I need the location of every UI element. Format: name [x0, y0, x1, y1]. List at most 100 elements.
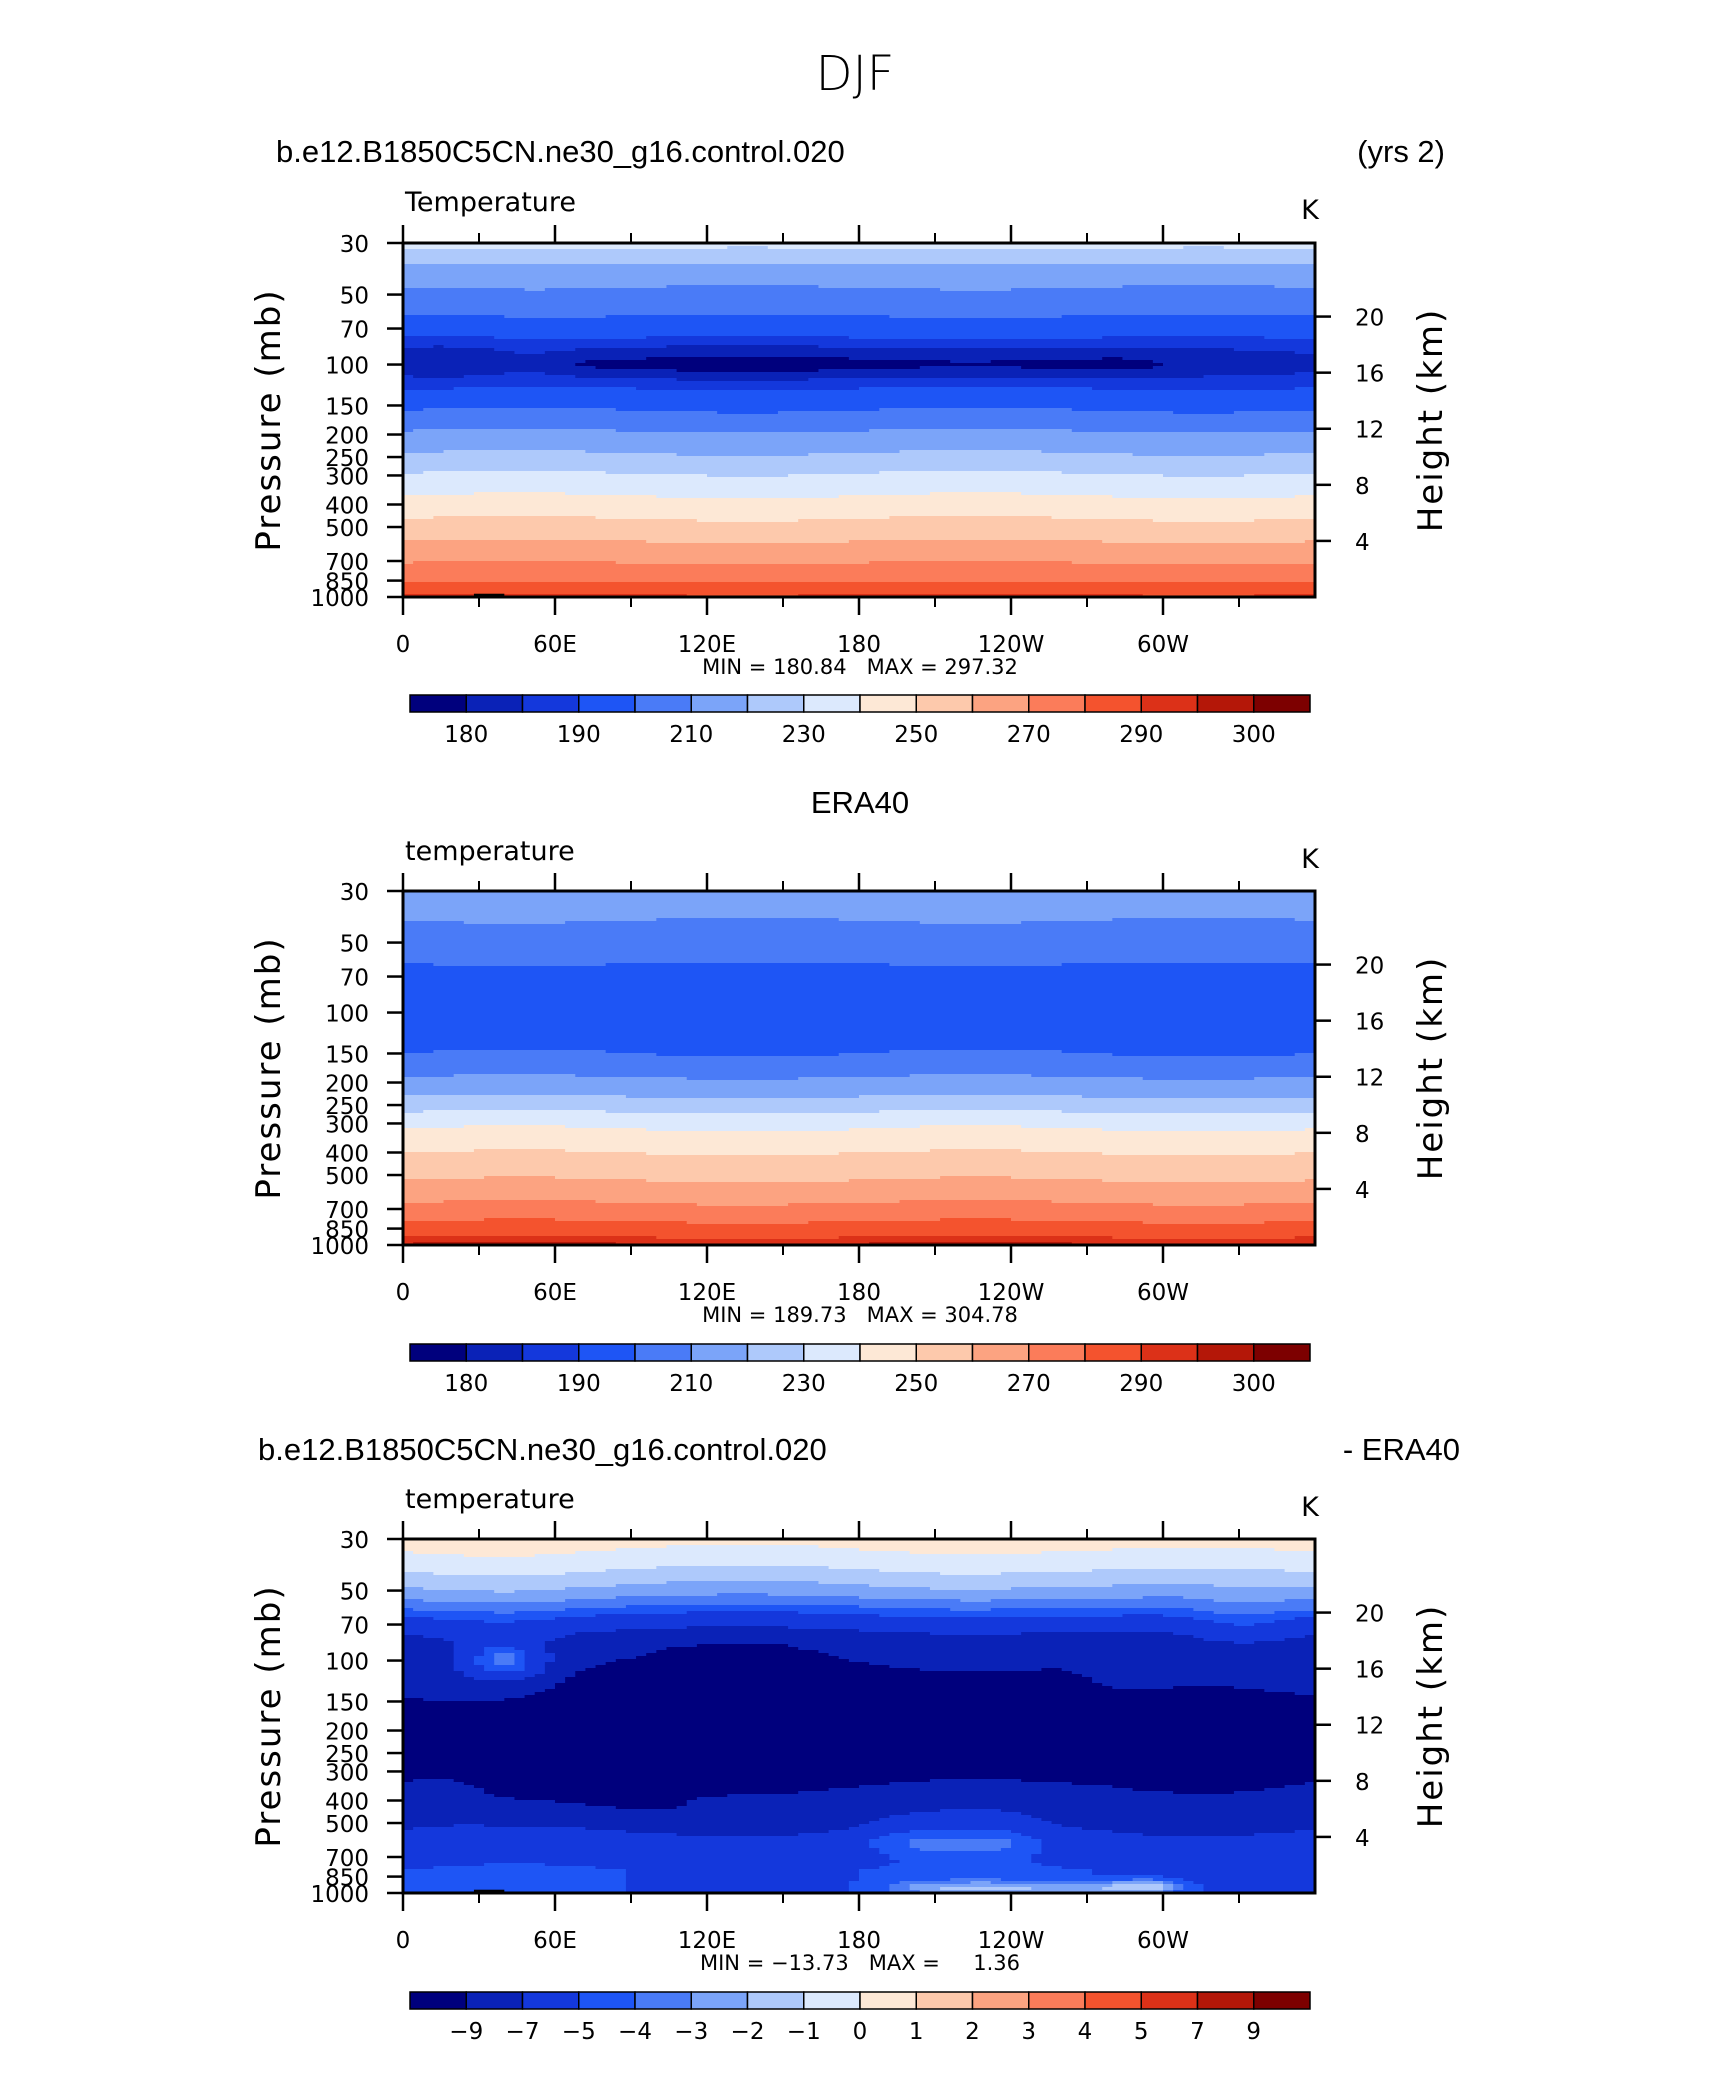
field-cell [403, 1218, 485, 1222]
field-cell [403, 1881, 627, 1885]
field-cell [403, 1044, 1316, 1048]
field-cell [1163, 1875, 1316, 1879]
right-tick-label: 12 [1355, 1066, 1384, 1092]
field-cell [696, 1203, 789, 1207]
field-cell [403, 258, 1316, 262]
colorbar-label: 9 [1246, 2019, 1261, 2045]
field-cell [1011, 1845, 1042, 1849]
field-cell [443, 345, 668, 349]
field-cell [899, 450, 1042, 454]
field-cell [403, 1578, 1316, 1582]
field-cell [1102, 1179, 1306, 1183]
field-cell [889, 1833, 1022, 1837]
field-cell [484, 1668, 526, 1672]
field-cell [403, 1659, 455, 1663]
field-cell [494, 1611, 516, 1615]
field-cell [484, 1218, 556, 1222]
field-cell [403, 1164, 1316, 1168]
field-cell [403, 1590, 495, 1594]
field-cell [575, 375, 1205, 379]
field-cell [403, 351, 516, 355]
field-cell [403, 1680, 566, 1684]
field-cell [859, 387, 1093, 391]
field-cell [403, 315, 505, 319]
field-cell [1244, 1203, 1316, 1207]
field-cell [1233, 1791, 1316, 1795]
field-cell [1233, 411, 1316, 415]
field-cell [403, 507, 1316, 511]
field-cell [565, 1149, 931, 1153]
field-cell [1061, 1050, 1316, 1054]
colorbar-label: 2 [965, 2019, 980, 2045]
field-cell [1284, 1785, 1316, 1789]
field-cell [403, 366, 597, 370]
left-tick-label: 850 [325, 1866, 369, 1892]
field-cell [625, 1881, 850, 1885]
field-cell [869, 429, 1073, 433]
field-cell [403, 1626, 688, 1630]
field-cell [403, 1824, 455, 1828]
colorbar-swatch [409, 1343, 467, 1362]
field-cell [838, 1236, 1113, 1240]
field-cell [646, 540, 850, 544]
field-cell [555, 1686, 1113, 1690]
field-cell [403, 1767, 1316, 1771]
panel-1-variable-label: Temperature [404, 187, 576, 218]
colorbar-swatch [1253, 1343, 1311, 1362]
right-tick-label: 4 [1355, 1826, 1370, 1852]
field-cell [403, 1812, 911, 1816]
field-cell [403, 1560, 1316, 1564]
field-cell [869, 1584, 1113, 1588]
field-cell [403, 1122, 1316, 1126]
field-cell [403, 360, 586, 364]
field-cell [909, 1839, 1012, 1843]
left-tick-label: 200 [325, 424, 369, 450]
field-cell [403, 1677, 475, 1681]
field-cell [403, 1617, 434, 1621]
panel-2-right-axis-title: Height (km) [1411, 956, 1451, 1181]
left-tick-label: 150 [325, 394, 369, 420]
field-cell [403, 1047, 1316, 1051]
colorbar-label: 210 [669, 722, 713, 748]
field-cell [1264, 1221, 1316, 1225]
colorbar-swatch [578, 1343, 636, 1362]
colorbar-swatch [746, 1991, 805, 2010]
field-cell [403, 1554, 465, 1558]
field-cell [879, 1614, 1124, 1618]
field-cell [544, 1641, 1235, 1645]
colorbar-swatch [578, 694, 636, 713]
colorbar-label: 290 [1119, 1371, 1163, 1397]
field-cell [1011, 1176, 1316, 1180]
field-cell [1163, 474, 1245, 478]
field-cell [555, 1218, 941, 1222]
field-cell [909, 1830, 1012, 1834]
field-cell [403, 1872, 627, 1876]
field-cell [544, 372, 1296, 376]
field-cell [403, 1821, 870, 1825]
right-tick-label: 4 [1355, 530, 1370, 556]
field-cell [1213, 1620, 1276, 1624]
field-cell [636, 387, 860, 391]
field-cell [565, 1677, 1093, 1681]
field-cell [403, 375, 414, 379]
field-cell [1294, 372, 1316, 376]
field-cell [403, 921, 465, 925]
field-cell [1193, 1617, 1296, 1621]
field-cell [1173, 1884, 1184, 1888]
field-cell [555, 1683, 1103, 1687]
field-cell [555, 1653, 647, 1657]
field-cell [403, 459, 1316, 463]
field-cell [403, 591, 1316, 595]
field-cell [544, 1650, 657, 1654]
field-cell [1081, 1674, 1316, 1678]
field-cell [1163, 1881, 1174, 1885]
field-cell [403, 243, 1316, 247]
field-cell [696, 519, 799, 523]
field-cell [403, 1095, 627, 1099]
field-cell [1142, 1833, 1255, 1837]
field-cell [1112, 1884, 1164, 1888]
field-cell [403, 450, 445, 454]
field-cell [403, 513, 1316, 517]
field-cell [403, 1764, 1316, 1768]
field-cell [453, 1662, 475, 1666]
